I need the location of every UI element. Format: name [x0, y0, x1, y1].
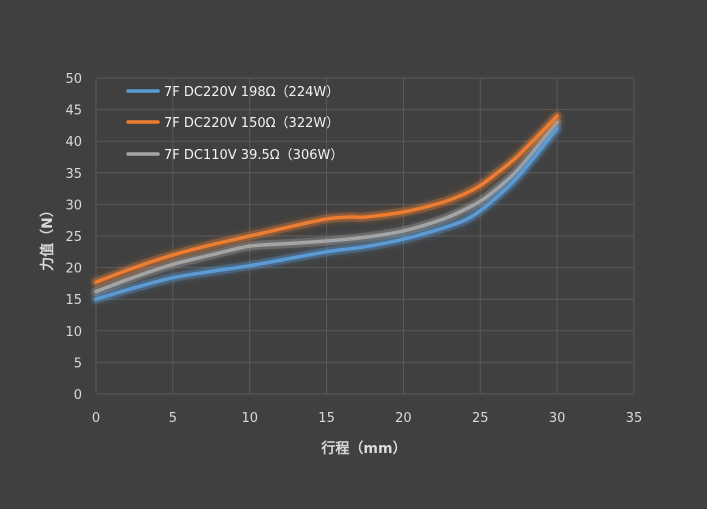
y-axis-title: 力值（N）	[39, 203, 56, 271]
legend-label: 7F DC220V 198Ω（224W）	[164, 85, 339, 100]
legend: 7F DC220V 198Ω（224W） 7F DC220V 150Ω（322W）…	[126, 85, 343, 163]
x-tick-label: 15	[318, 411, 335, 426]
axes: 0 5 10 15 20 25 30 35 40 45 50 0 5 10 15 20 25 30 35	[65, 72, 642, 426]
y-tick-label: 45	[65, 104, 82, 119]
y-tick-label: 30	[65, 198, 82, 213]
y-tick-label: 0	[74, 388, 82, 403]
y-tick-label: 5	[74, 356, 82, 371]
y-tick-label: 25	[65, 230, 82, 245]
series-line-1	[94, 126, 559, 301]
x-tick-label: 10	[241, 411, 258, 426]
y-tick-label: 40	[65, 135, 82, 150]
x-tick-label: 25	[472, 411, 489, 426]
series-line-2	[94, 114, 559, 284]
x-tick-label: 0	[92, 411, 100, 426]
y-tick-label: 10	[65, 325, 82, 340]
x-tick-label: 5	[169, 411, 177, 426]
plot-series	[91, 111, 562, 304]
legend-label: 7F DC220V 150Ω（322W）	[164, 116, 339, 131]
legend-label: 7F DC110V 39.5Ω（306W）	[164, 148, 343, 163]
y-tick-label: 15	[65, 293, 82, 308]
series-line-3	[94, 120, 559, 294]
y-tick-label: 35	[65, 167, 82, 182]
y-tick-label: 50	[65, 72, 82, 87]
x-tick-label: 20	[395, 411, 412, 426]
x-tick-label: 30	[549, 411, 566, 426]
x-tick-label: 35	[626, 411, 643, 426]
y-tick-label: 20	[65, 262, 82, 277]
x-axis-title: 行程（mm）	[320, 440, 406, 457]
